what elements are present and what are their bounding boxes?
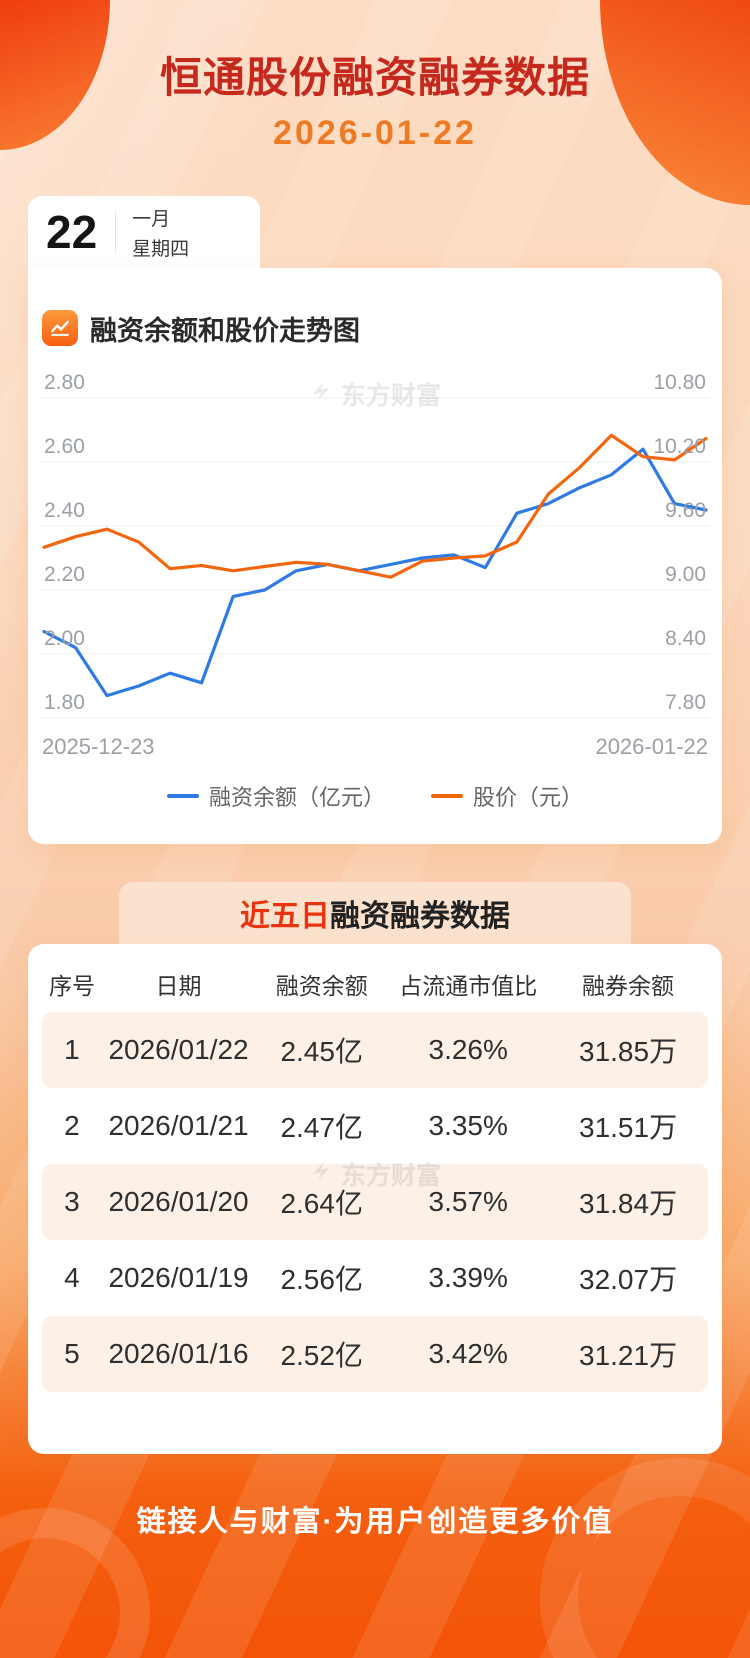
table-cell: 2 [64, 1110, 80, 1141]
table-row: 4 2026/01/19 2.56亿 3.39% 32.07万 [42, 1240, 708, 1316]
table-cell: 3.35% [428, 1110, 508, 1141]
calendar-day: 22 [46, 206, 98, 258]
table-cell: 2.64亿 [280, 1188, 363, 1219]
trend-line-stock-price [42, 433, 708, 579]
chart-legend: 融资余额（亿元） 股价（元） [28, 780, 722, 812]
table-body: 1 2026/01/22 2.45亿 3.26% 31.85万 2 2026/01/21 2.… [42, 1012, 708, 1392]
y-axis-tick-right: 8.40 [665, 627, 706, 650]
footer-slogan: 链接人与财富·为用户创造更多价值 [136, 1506, 614, 1538]
table-cell: 2026/01/20 [108, 1186, 249, 1217]
table-cell: 2.45亿 [280, 1036, 363, 1067]
y-axis-tick-right: 10.20 [653, 435, 706, 458]
table-title-rest: 融资融券数据 [330, 900, 510, 933]
table-cell: 2026/01/19 [108, 1262, 249, 1293]
legend-label: 股价（元） [473, 785, 584, 810]
table-cell: 31.21万 [579, 1340, 678, 1371]
y-axis-tick-left: 2.00 [44, 627, 85, 650]
y-axis-tick-left: 2.80 [44, 371, 85, 394]
table-cell: 31.51万 [579, 1112, 678, 1143]
table-cell: 2.52亿 [280, 1340, 363, 1371]
table-title-badge: 近五日 融资融券数据 [119, 882, 631, 944]
table-cell: 3 [64, 1186, 80, 1217]
table-cell: 5 [64, 1338, 80, 1369]
header-date: 2026-01-22 [273, 114, 477, 152]
calendar-weekday: 星期四 [132, 238, 190, 260]
legend-item: 股价（元） [431, 780, 583, 812]
table-cell: 1 [64, 1034, 80, 1065]
chart-section-header: 融资余额和股价走势图 [28, 268, 722, 346]
table-cell: 3.26% [428, 1034, 508, 1065]
y-axis-tick-left: 2.60 [44, 435, 85, 458]
table-cell: 3.39% [428, 1262, 508, 1293]
table-cell: 2026/01/22 [108, 1034, 249, 1065]
y-axis-tick-left: 1.80 [44, 691, 85, 714]
y-axis-tick-right: 7.80 [665, 691, 706, 714]
legend-swatch-margin-balance [166, 794, 199, 798]
table-row: 5 2026/01/16 2.52亿 3.42% 31.21万 [42, 1316, 708, 1392]
trend-lines-plot [40, 397, 710, 719]
table-title-highlight: 近五日 [240, 900, 330, 933]
legend-swatch-stock-price [431, 794, 463, 798]
calendar-card: 22 一月 星期四 [28, 196, 260, 268]
table-row: 2 2026/01/21 2.47亿 3.35% 31.51万 [42, 1088, 708, 1164]
y-axis-tick-right: 10.80 [653, 371, 706, 394]
table-cell: 2.47亿 [280, 1112, 363, 1143]
trend-line-margin-balance [42, 447, 708, 698]
x-axis-end-label: 2026-01-22 [595, 734, 708, 759]
chart-card: 融资余额和股价走势图 东方财富 2.80 10.80 2.60 10.20 2.40 9.… [28, 268, 722, 844]
legend-label: 融资余额（亿元） [208, 785, 385, 810]
table-cell: 31.85万 [579, 1036, 678, 1067]
x-axis-labels: 2025-12-23 2026-01-22 [42, 734, 708, 760]
table-header-cell: 融资余额 [275, 973, 368, 999]
legend-item: 融资余额（亿元） [166, 780, 385, 812]
table-cell: 32.07万 [579, 1264, 678, 1295]
table-cell: 3.42% [428, 1338, 508, 1369]
table-row: 1 2026/01/22 2.45亿 3.26% 31.85万 [42, 1012, 708, 1088]
calendar-divider [115, 211, 117, 253]
y-axis-tick-right: 9.60 [665, 499, 706, 522]
y-axis-tick-left: 2.20 [44, 563, 85, 586]
table-cell: 2026/01/21 [108, 1110, 249, 1141]
table-header-row: 序号 日期 融资余额 占流通市值比 融券余额 [42, 956, 708, 1012]
table-row: 3 2026/01/20 2.64亿 3.57% 31.84万 [42, 1164, 708, 1240]
chart-section-title: 融资余额和股价走势图 [90, 315, 360, 346]
y-axis-tick-right: 9.00 [665, 563, 706, 586]
table-header-cell: 融券余额 [582, 973, 675, 999]
table-cell: 4 [64, 1262, 80, 1293]
page-title: 恒通股份融资融券数据 [159, 54, 590, 101]
table-header-cell: 日期 [155, 973, 202, 999]
table-cell: 31.84万 [579, 1188, 678, 1219]
table-header-cell: 序号 [48, 973, 95, 999]
y-axis-tick-left: 2.40 [44, 499, 85, 522]
trend-chart: 东方财富 2.80 10.80 2.60 10.20 2.40 9.60 2.20 9.00 2… [40, 371, 710, 726]
calendar-text-column: 一月 星期四 [132, 204, 189, 261]
footer-swirl-decoration-right [540, 1458, 750, 1658]
trend-chart-icon [42, 310, 78, 346]
table-header-cell: 占流通市值比 [399, 973, 538, 999]
table-cell: 3.57% [428, 1186, 508, 1217]
x-axis-start-label: 2025-12-23 [42, 734, 155, 759]
calendar-month: 一月 [132, 208, 171, 230]
table-cell: 2.56亿 [280, 1264, 363, 1295]
table-cell: 2026/01/16 [108, 1338, 249, 1369]
